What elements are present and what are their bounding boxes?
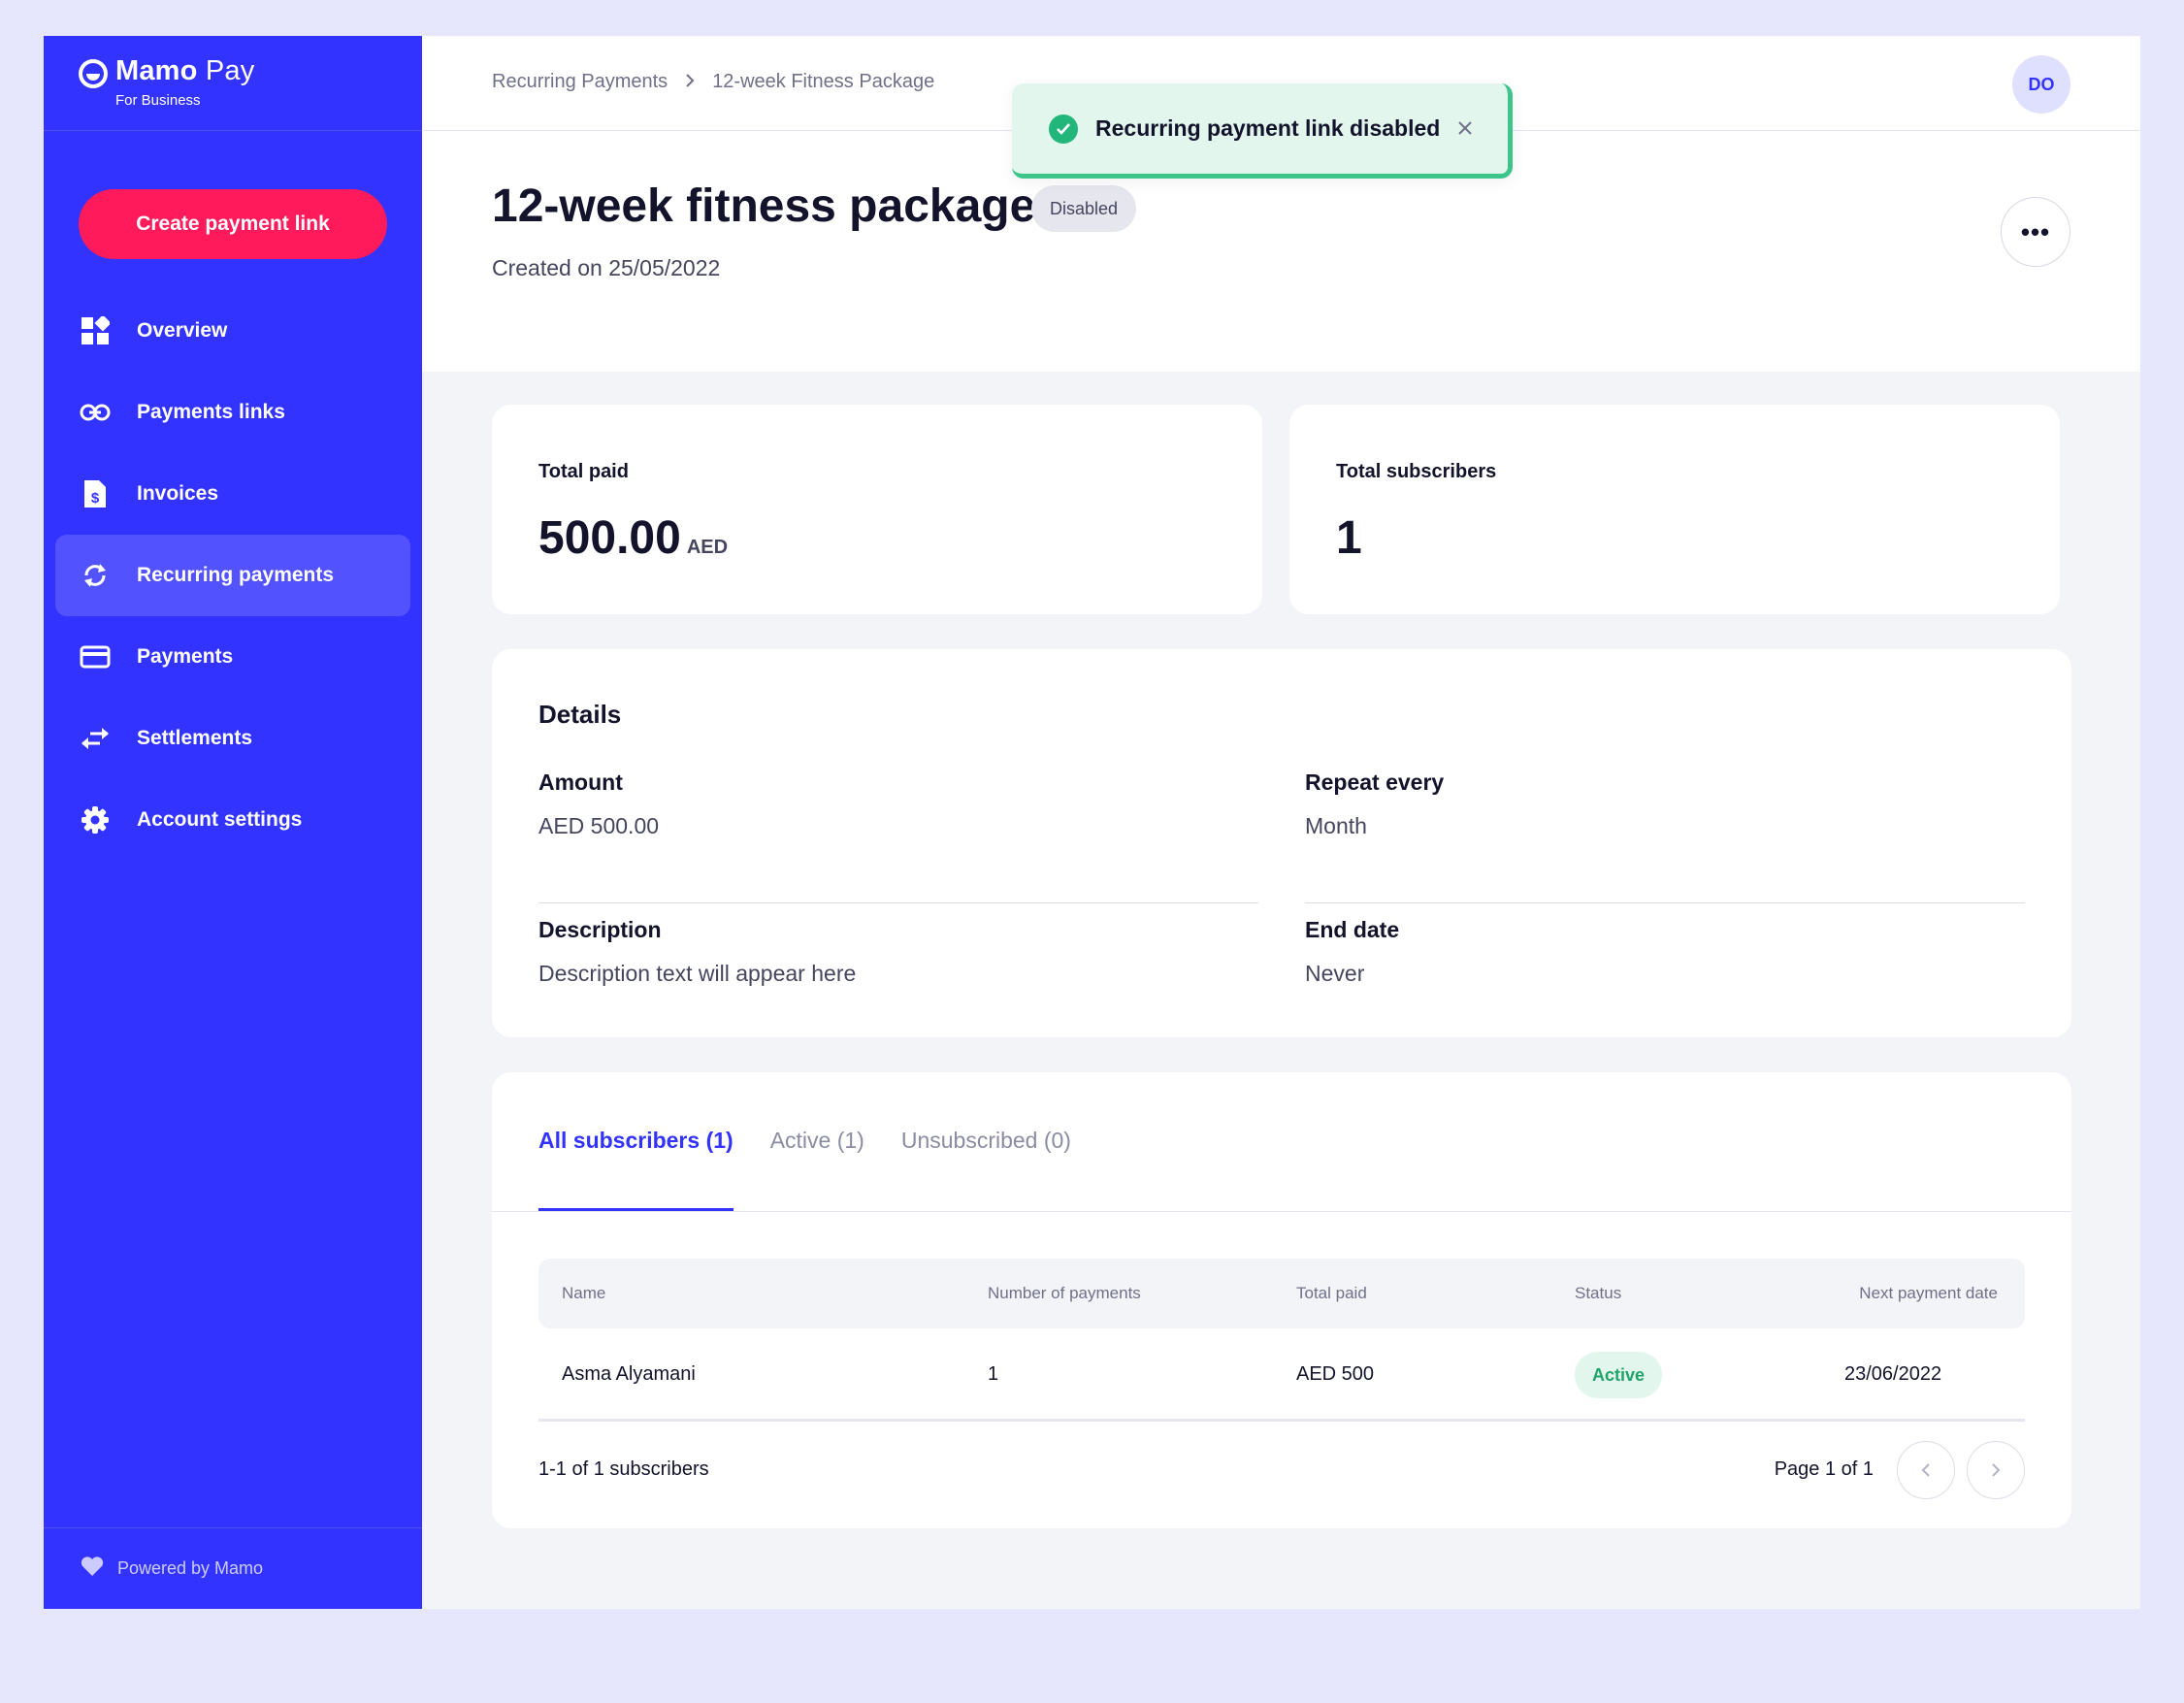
- tab-all-subscribers[interactable]: All subscribers (1): [538, 1072, 733, 1211]
- details-card: Details Amount AED 500.00 Repeat every M…: [492, 649, 2071, 1037]
- subscriber-count: 1-1 of 1 subscribers: [538, 1458, 709, 1480]
- table-header: Name Number of payments Total paid Statu…: [538, 1259, 2025, 1328]
- status-badge: Active: [1575, 1352, 1663, 1398]
- amount-field: Amount AED 500.00: [538, 770, 1258, 903]
- sidebar-item-label: Settlements: [137, 727, 253, 749]
- gear-icon: [79, 803, 112, 836]
- next-page-button[interactable]: [1967, 1441, 2025, 1499]
- column-next-payment-date: Next payment date: [1859, 1284, 1998, 1302]
- brand-subtitle: For Business: [115, 92, 201, 109]
- total-paid-value: 500.00 AED: [538, 512, 729, 564]
- page-indicator: Page 1 of 1: [1774, 1458, 1874, 1480]
- description-field: Description Description text will appear…: [538, 917, 1258, 987]
- subscriber-tabs: All subscribers (1) Active (1) Unsubscri…: [538, 1072, 1108, 1212]
- sidebar-item-label: Overview: [137, 319, 228, 342]
- sidebar-item-label: Account settings: [137, 808, 303, 831]
- refresh-icon: [79, 559, 112, 592]
- total-subscribers-card: Total subscribers 1: [1289, 405, 2060, 614]
- repeat-label: Repeat every: [1305, 770, 1445, 795]
- sidebar-item-label: Payments links: [137, 401, 285, 423]
- tab-unsubscribed[interactable]: Unsubscribed (0): [900, 1127, 1071, 1153]
- end-date-label: End date: [1305, 917, 1400, 942]
- chevron-left-icon: [1921, 1457, 1931, 1483]
- subscribers-table: Name Number of payments Total paid Statu…: [538, 1259, 2025, 1422]
- svg-text:$: $: [91, 490, 100, 507]
- sidebar-item-label: Invoices: [137, 482, 219, 505]
- powered-by: Powered by Mamo: [44, 1527, 422, 1609]
- total-paid-card: Total paid 500.00 AED: [492, 405, 1262, 614]
- close-icon[interactable]: [1457, 115, 1473, 143]
- repeat-value: Month: [1305, 813, 1367, 838]
- status-badge: Disabled: [1031, 185, 1137, 232]
- invoice-icon: $: [79, 477, 112, 510]
- description-value: Description text will appear here: [538, 961, 857, 986]
- app-frame: Mamo Pay For Business Create payment lin…: [44, 36, 2140, 1609]
- more-options-button[interactable]: •••: [2001, 197, 2070, 267]
- end-date-value: Never: [1305, 961, 1365, 986]
- chevron-right-icon: [1991, 1457, 2001, 1483]
- table-row[interactable]: Asma Alyamani 1 AED 500 Active 23/06/202…: [538, 1328, 2025, 1422]
- breadcrumb-recurring-payments[interactable]: Recurring Payments: [492, 71, 668, 92]
- brand-name: Mamo Pay: [115, 55, 255, 86]
- details-title: Details: [538, 700, 622, 729]
- breadcrumb-current: 12-week Fitness Package: [712, 71, 935, 92]
- sidebar-item-account-settings[interactable]: Account settings: [55, 779, 410, 861]
- previous-page-button[interactable]: [1897, 1441, 1955, 1499]
- total-paid: AED 500: [1296, 1363, 1375, 1385]
- mamo-logo-icon: [79, 59, 108, 88]
- total-subscribers-value: 1: [1336, 512, 1362, 564]
- sidebar-item-overview[interactable]: Overview: [55, 290, 410, 372]
- repeat-field: Repeat every Month: [1305, 770, 2025, 903]
- total-paid-label: Total paid: [538, 461, 629, 482]
- more-icon: •••: [2020, 216, 2051, 246]
- heart-icon: [81, 1556, 104, 1582]
- sidebar-item-recurring-payments[interactable]: Recurring payments: [55, 535, 410, 616]
- link-icon: [79, 396, 112, 429]
- created-date: Created on 25/05/2022: [492, 255, 721, 280]
- create-payment-link-button[interactable]: Create payment link: [79, 189, 387, 259]
- column-name: Name: [562, 1284, 606, 1302]
- breadcrumb: Recurring Payments 12-week Fitness Packa…: [492, 71, 934, 93]
- sidebar-item-label: Recurring payments: [137, 564, 335, 586]
- sidebar-item-settlements[interactable]: Settlements: [55, 698, 410, 779]
- sidebar-item-payments[interactable]: Payments: [55, 616, 410, 698]
- toast-message: Recurring payment link disabled: [1095, 115, 1441, 141]
- column-status: Status: [1575, 1284, 1622, 1302]
- tabs-divider: [492, 1211, 2071, 1212]
- number-of-payments: 1: [988, 1363, 999, 1385]
- subscribers-card: All subscribers (1) Active (1) Unsubscri…: [492, 1072, 2071, 1528]
- page-title: 12-week fitness package: [492, 180, 1036, 232]
- amount-value: AED 500.00: [538, 813, 660, 838]
- chevron-right-icon: [685, 71, 695, 93]
- sidebar-nav: Overview Payments links $ Invoices Recur…: [55, 290, 410, 861]
- transfer-icon: [79, 722, 112, 755]
- brand: Mamo Pay For Business: [44, 36, 422, 131]
- subscriber-name: Asma Alyamani: [562, 1363, 696, 1385]
- column-number-of-payments: Number of payments: [988, 1284, 1141, 1302]
- check-circle-icon: [1049, 114, 1078, 144]
- tab-active[interactable]: Active (1): [769, 1127, 864, 1153]
- sidebar: Mamo Pay For Business Create payment lin…: [44, 36, 422, 1609]
- powered-text: Powered by Mamo: [117, 1558, 264, 1578]
- next-payment-date: 23/06/2022: [1844, 1363, 1942, 1385]
- currency-unit: AED: [686, 537, 729, 558]
- toast-notification: Recurring payment link disabled: [1012, 83, 1513, 179]
- column-total-paid: Total paid: [1296, 1284, 1367, 1302]
- description-label: Description: [538, 917, 662, 942]
- total-subscribers-label: Total subscribers: [1336, 461, 1497, 482]
- avatar[interactable]: DO: [2012, 55, 2070, 114]
- amount-label: Amount: [538, 770, 623, 795]
- card-icon: [79, 640, 112, 673]
- sidebar-item-payment-links[interactable]: Payments links: [55, 372, 410, 453]
- grid-icon: [79, 314, 112, 347]
- main-content: Recurring Payments 12-week Fitness Packa…: [422, 36, 2140, 1609]
- sidebar-item-invoices[interactable]: $ Invoices: [55, 453, 410, 535]
- end-date-field: End date Never: [1305, 917, 2025, 987]
- sidebar-item-label: Payments: [137, 645, 234, 668]
